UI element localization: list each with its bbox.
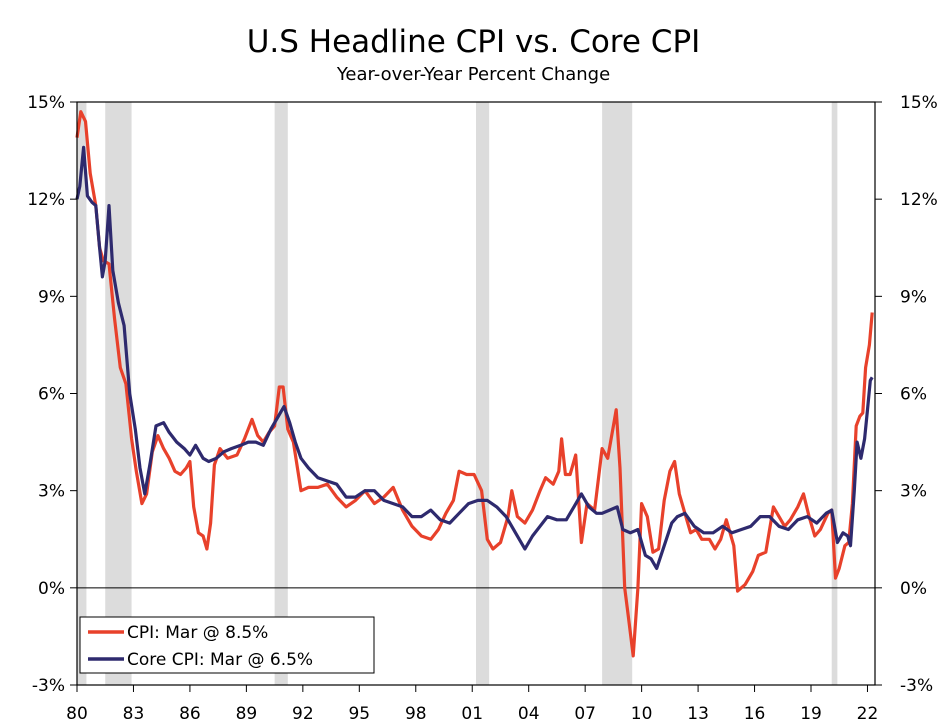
x-tick-label: 80 [66, 704, 88, 724]
legend-label-core-cpi: Core CPI: Mar @ 6.5% [127, 650, 313, 670]
x-tick-label: 07 [574, 704, 596, 724]
series-line-core-cpi [75, 145, 874, 570]
recession-band-2 [274, 102, 288, 685]
legend-box [79, 616, 375, 674]
x-tick-label: 89 [236, 704, 258, 724]
y-tick-label-right: 3% [900, 482, 927, 502]
x-tick-label: 13 [687, 704, 709, 724]
x-tick-label: 92 [292, 704, 314, 724]
y-tick-label-right: 6% [900, 385, 927, 405]
legend-label-cpi: CPI: Mar @ 8.5% [127, 623, 268, 643]
series-line-cpi [75, 110, 874, 658]
y-tick-label-left: 12% [27, 190, 65, 210]
chart-subtitle: Year-over-Year Percent Change [336, 64, 611, 85]
y-tick-label-right: 15% [900, 93, 938, 113]
x-tick-label: 98 [405, 704, 427, 724]
x-tick-label: 01 [461, 704, 483, 724]
y-tick-label-right: -3% [900, 676, 933, 696]
series-lines [75, 110, 874, 658]
y-tick-label-right: 12% [900, 190, 938, 210]
legend: CPI: Mar @ 8.5% Core CPI: Mar @ 6.5% [79, 616, 375, 674]
recession-band-3 [476, 102, 490, 685]
y-tick-label-left: 9% [38, 287, 65, 307]
x-tick-label: 83 [123, 704, 145, 724]
recession-band-4 [602, 102, 633, 685]
x-tick-label: 04 [518, 704, 540, 724]
y-tick-label-right: 9% [900, 287, 927, 307]
y-tick-label-left: 6% [38, 385, 65, 405]
x-tick-label: 16 [744, 704, 766, 724]
y-tick-label-left: 0% [38, 579, 65, 599]
y-tick-label-left: 15% [27, 93, 65, 113]
y-tick-label-left: -3% [32, 676, 65, 696]
recession-band-5 [831, 102, 838, 685]
y-tick-label-left: 3% [38, 482, 65, 502]
axis-ticks: 15% 15%12% 12%9% 9%6% 6%3% 3%0% 0%-3% -3%80 83 86… [27, 93, 938, 724]
x-tick-label: 95 [348, 704, 370, 724]
recession-bands [77, 102, 838, 685]
y-tick-label-right: 0% [900, 579, 927, 599]
recession-band-0 [77, 102, 87, 685]
x-tick-label: 10 [631, 704, 653, 724]
x-tick-label: 86 [179, 704, 201, 724]
chart-title: U.S Headline CPI vs. Core CPI [246, 24, 701, 60]
x-tick-label: 22 [857, 704, 879, 724]
x-tick-label: 19 [800, 704, 822, 724]
